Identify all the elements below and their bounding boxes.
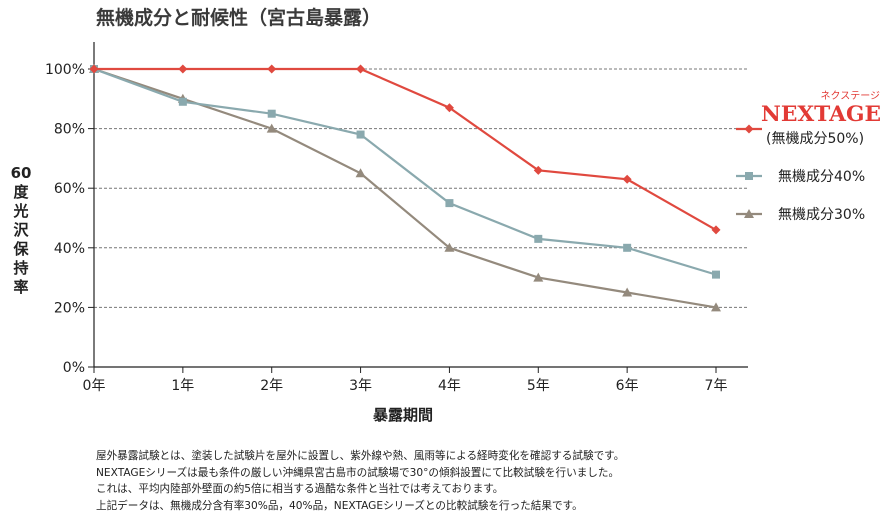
footnote-line: 上記データは、無機成分含有率30%品，40%品，NEXTAGEシリーズとの比較試… xyxy=(96,499,583,512)
legend-swatch-marker xyxy=(744,209,754,218)
legend-label-series-3: 無機成分30% xyxy=(778,207,865,223)
x-tick-label: 4年 xyxy=(438,378,461,394)
y-tick-label: 100% xyxy=(45,62,85,78)
y-tick-labels: 0% 20% 40% 60% 80% 100% xyxy=(45,62,85,376)
data-point xyxy=(178,64,188,74)
data-point xyxy=(266,123,277,133)
y-axis-label-char: 持 xyxy=(13,259,28,277)
series-group xyxy=(89,64,721,312)
series-line xyxy=(94,67,717,231)
grid-lines xyxy=(88,68,748,368)
data-point xyxy=(445,199,454,208)
y-tick-label: 60% xyxy=(54,181,85,197)
x-tick-label: 2年 xyxy=(260,378,283,394)
data-point xyxy=(622,174,632,184)
series-1 xyxy=(89,64,721,235)
data-point xyxy=(89,64,99,74)
legend-swatch-marker xyxy=(744,124,754,134)
x-tick-label: 1年 xyxy=(171,378,194,394)
data-point xyxy=(533,272,544,282)
x-axis-label: 暴露期間 xyxy=(373,406,433,424)
data-point xyxy=(534,234,543,243)
x-tick-label: 5年 xyxy=(527,378,550,394)
data-point xyxy=(267,64,277,74)
y-tick-label: 0% xyxy=(63,360,85,376)
data-point xyxy=(711,302,721,312)
x-tick-label: 0年 xyxy=(83,378,106,394)
data-point xyxy=(178,97,187,106)
y-tick-label: 20% xyxy=(54,300,85,316)
gloss-retention-chart: 無機成分と耐候性（宮古島暴露） 0% 20% 40% 60% 80% 100% 0年 1年 2… xyxy=(11,6,881,424)
y-axis-label-char: 60 xyxy=(11,164,32,182)
legend-label-series-2: 無機成分40% xyxy=(778,169,865,185)
footnote-line: これは、平均内陸部外壁面の約5倍に相当する過酷な条件と当社では考えております。 xyxy=(96,483,504,495)
legend-label-series-1: (無機成分50%) xyxy=(766,131,864,147)
data-point xyxy=(712,270,720,279)
data-point xyxy=(355,168,366,178)
legend-swatch-marker xyxy=(745,172,753,180)
y-axis-label-char: 光 xyxy=(12,202,28,220)
series-line xyxy=(93,67,717,276)
axes xyxy=(93,42,748,373)
x-tick-label: 7年 xyxy=(705,378,728,394)
footnote-line: NEXTAGEシリーズは最も条件の厳しい沖縄県宮古島市の試験場で30°の傾斜設置… xyxy=(96,466,620,479)
data-point xyxy=(356,130,365,139)
data-point xyxy=(267,109,276,118)
x-tick-label: 3年 xyxy=(349,378,372,394)
x-tick-label: 6年 xyxy=(616,378,639,394)
legend-brand-ruby: ネクステージ xyxy=(821,90,881,102)
data-point xyxy=(711,225,721,235)
x-tick-labels: 0年 1年 2年 3年 4年 5年 6年 7年 xyxy=(83,378,728,394)
legend: ネクステージ NEXTAGE (無機成分50%) 無機成分40% 無機成分30% xyxy=(736,90,881,223)
y-axis-label-char: 率 xyxy=(13,278,28,296)
data-point xyxy=(622,287,633,297)
data-point xyxy=(623,243,632,252)
y-axis-label-char: 度 xyxy=(13,183,29,201)
data-point xyxy=(444,242,455,252)
y-tick-label: 80% xyxy=(54,122,85,138)
y-axis-label-char: 保 xyxy=(12,240,29,258)
data-point xyxy=(533,165,543,175)
footnote-line: 屋外暴露試験とは、塗装した試験片を屋外に設置し、紫外線や熱、風雨等による経時変化… xyxy=(96,450,625,462)
chart-title: 無機成分と耐候性（宮古島暴露） xyxy=(96,6,381,29)
y-axis-label-char: 沢 xyxy=(13,221,29,239)
data-point xyxy=(356,64,366,74)
legend-brand-name: NEXTAGE xyxy=(761,101,881,126)
footnotes: 屋外暴露試験とは、塗装した試験片を屋外に設置し、紫外線や熱、風雨等による経時変化… xyxy=(96,448,624,514)
data-point xyxy=(444,103,454,113)
y-tick-label: 40% xyxy=(54,241,85,257)
